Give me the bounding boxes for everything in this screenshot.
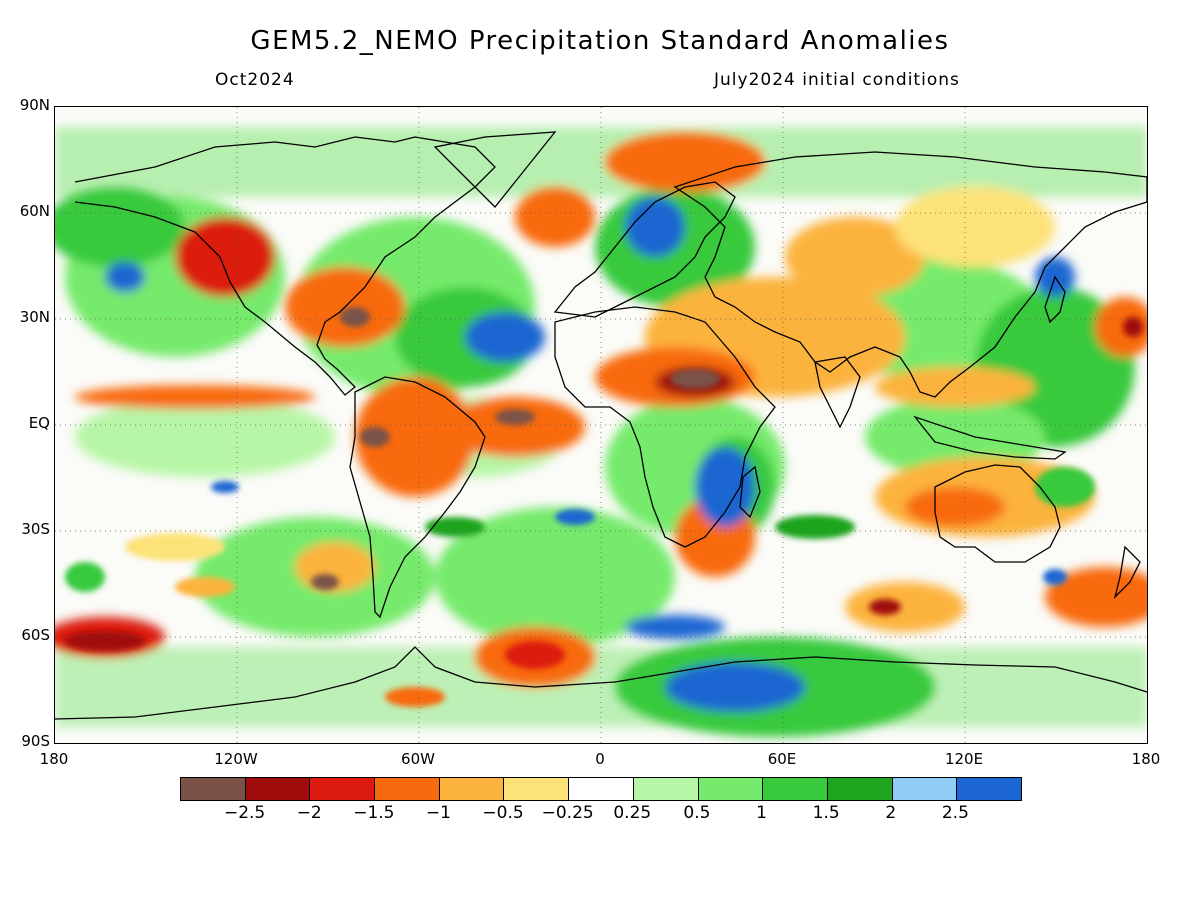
lat-label-90s: 90S [21, 732, 50, 750]
legend-swatch [569, 778, 634, 800]
legend-label: −1.5 [353, 803, 395, 823]
legend-swatch [827, 778, 893, 800]
legend-swatch [763, 778, 828, 800]
legend-swatch [439, 778, 505, 800]
legend-swatch [375, 778, 440, 800]
graticule [55, 107, 1147, 743]
legend-colorbar [180, 777, 1022, 801]
legend-label: −0.25 [541, 803, 594, 823]
legend-swatch [181, 778, 246, 800]
legend-swatch [698, 778, 764, 800]
lon-label-0: 0 [595, 750, 605, 768]
lon-label-180e: 180 [1131, 750, 1161, 768]
initial-conditions-label: July2024 initial conditions [714, 70, 960, 90]
legend-label: 2.5 [941, 803, 969, 823]
lat-label-30s: 30S [21, 520, 50, 538]
legend-swatch [310, 778, 376, 800]
legend-label: −1 [425, 803, 451, 823]
chart-title: GEM5.2_NEMO Precipitation Standard Anoma… [250, 26, 950, 56]
legend-swatch [957, 778, 1021, 800]
lat-label-30n: 30N [19, 308, 50, 326]
legend-swatch [245, 778, 311, 800]
lon-label-60w: 60W [401, 750, 435, 768]
legend-label: 0.25 [613, 803, 652, 823]
map-canvas [55, 107, 1147, 743]
coastlines [55, 131, 1147, 720]
lon-label-120e: 120E [944, 750, 984, 768]
legend-label: 2 [885, 803, 897, 823]
lon-label-60e: 60E [767, 750, 797, 768]
legend-swatch [633, 778, 699, 800]
lat-label-60n: 60N [19, 202, 50, 220]
legend-label: −2 [296, 803, 322, 823]
precipitation-anomaly-map [54, 106, 1148, 744]
legend-label: −2.5 [223, 803, 266, 823]
lat-label-60s: 60S [21, 626, 50, 644]
legend-label: 0.5 [683, 803, 711, 823]
lat-label-90n: 90N [19, 96, 50, 114]
legend-label: 1 [756, 803, 767, 823]
legend-label: 1.5 [812, 803, 840, 823]
legend-swatch [504, 778, 570, 800]
lat-label-eq: EQ [28, 414, 50, 432]
lon-label-180w: 180 [39, 750, 69, 768]
lon-label-120w: 120W [214, 750, 258, 768]
forecast-month: Oct2024 [215, 70, 295, 90]
legend-swatch [892, 778, 958, 800]
anomaly-detail [65, 307, 1143, 707]
legend-label: −0.5 [482, 803, 524, 823]
